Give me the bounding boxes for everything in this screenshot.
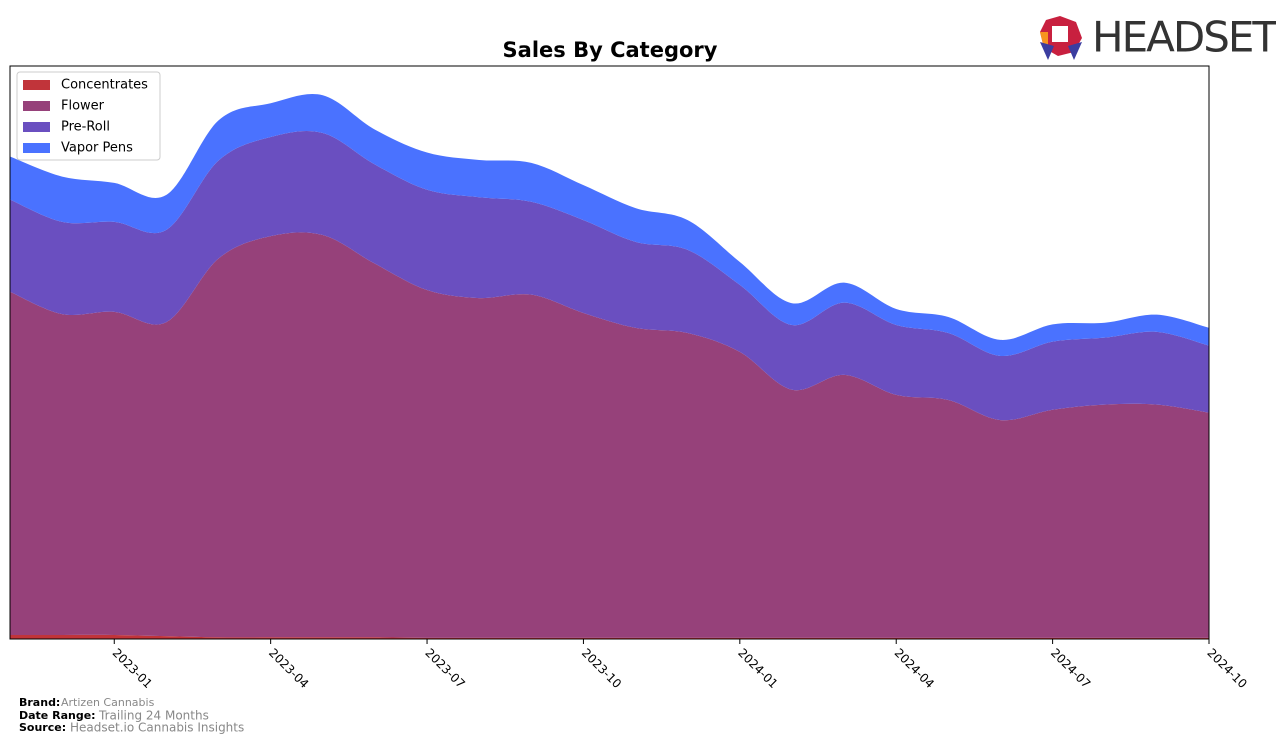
footer-value: Artizen Cannabis xyxy=(61,696,155,709)
logo: HEADSET xyxy=(1040,13,1276,62)
x-tick-label: 2024-04 xyxy=(892,646,937,691)
x-tick-label: 2024-10 xyxy=(1204,646,1249,691)
footer-value: Trailing 24 Months xyxy=(98,709,209,723)
footer-value: Headset.io Cannabis Insights xyxy=(70,721,244,735)
legend-swatch xyxy=(23,80,50,90)
footer-label: Date Range: xyxy=(19,709,96,722)
plot-area xyxy=(10,93,1209,639)
logo-icon-part xyxy=(1040,42,1054,60)
legend-swatch xyxy=(23,101,50,111)
logo-icon-part xyxy=(1052,26,1068,42)
x-tick-label: 2023-01 xyxy=(110,646,155,691)
logo-text: HEADSET xyxy=(1092,13,1276,62)
x-tick-label: 2023-07 xyxy=(422,646,467,691)
area xyxy=(10,93,1209,357)
x-tick-label: 2024-01 xyxy=(735,646,780,691)
legend-label: Concentrates xyxy=(61,78,148,93)
x-tick-label: 2023-10 xyxy=(579,646,624,691)
legend-label: Flower xyxy=(61,99,105,114)
area xyxy=(10,131,1209,421)
area xyxy=(10,634,1209,639)
legend-swatch xyxy=(23,122,50,132)
x-tick-label: 2024-07 xyxy=(1048,646,1093,691)
area xyxy=(10,232,1209,638)
footer-label: Brand: xyxy=(19,696,60,709)
logo-icon-part xyxy=(1068,42,1082,60)
legend-label: Vapor Pens xyxy=(61,141,133,156)
legend: Concentrates Flower Pre-Roll Vapor Pens xyxy=(16,71,161,161)
x-tick-label: 2023-04 xyxy=(266,646,311,691)
footer-label: Source: xyxy=(19,721,66,734)
legend-label: Pre-Roll xyxy=(61,120,110,135)
legend-box xyxy=(16,71,161,161)
legend-swatch xyxy=(23,143,50,153)
plot-frame xyxy=(9,65,1210,640)
chart-title: Sales By Category xyxy=(503,38,718,62)
